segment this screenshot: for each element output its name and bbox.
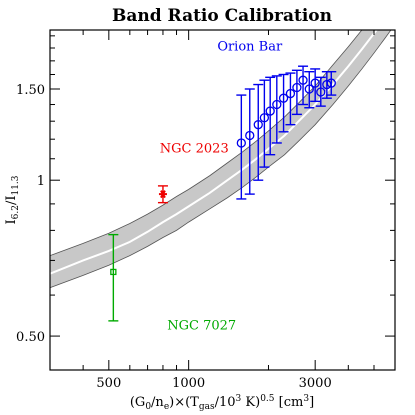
orion-bar-point [291,69,302,116]
x-tick-label: 3000 [299,376,332,391]
ngc-7027-point [108,233,119,322]
orion-bar-marker [316,87,326,97]
orion-bar-point [298,65,309,106]
orion-bar-marker [278,93,289,103]
ngc-7027-label: NGC 7027 [167,318,236,333]
orion-bar-marker [236,138,246,148]
x-tick-label: 1000 [172,376,205,391]
orion-bar-marker [304,84,314,94]
orion-bar-marker [310,78,320,88]
x-axis-label: (G0/ne)×(Tgas/103 K)0.5 [cm3] [130,394,314,412]
orion-bar-label: Orion Bar [217,40,283,55]
orion-bar-point [326,70,337,96]
ngc-2023-point [157,185,168,204]
chart-title: Band Ratio Calibration [112,6,332,26]
plot-frame [49,29,396,371]
orion-bar-marker [272,99,282,110]
ngc-2023-marker [160,190,166,199]
orion-bar-marker [285,88,296,99]
orion-bar-point [236,94,247,200]
orion-bar-point [278,73,289,133]
orion-bar-point [310,68,321,103]
orion-bar-marker [298,75,308,85]
orion-bar-marker [245,130,255,141]
orion-bar-point [315,76,326,107]
y-axis-label: I6.2/I11.3 [4,175,21,224]
orion-bar-point [259,79,270,168]
x-tick-label: 500 [96,376,121,391]
orion-bar-point [304,70,315,109]
calibration-band [50,30,392,289]
orion-bar-marker [292,82,302,93]
series-labels-layer: Orion Bar NGC 2023 NGC 7027 [160,40,283,334]
orion-bar-point [244,88,255,195]
y-tick-label: 1.50 [16,83,45,98]
orion-bar-marker [326,78,336,88]
orion-bar-point [253,83,264,181]
orion-bar-point [285,72,296,126]
axis-ticks-layer: 500 1000 3000 0.50 1 1.50 [16,30,395,391]
data-points-layer [108,65,337,322]
ngc-2023-label: NGC 2023 [160,142,229,157]
orion-bar-point [271,75,282,144]
orion-bar-marker [253,120,263,130]
ngc-7027-marker [110,268,117,276]
orion-bar-marker [259,113,270,123]
y-tick-label: 1 [37,174,45,189]
orion-bar-point [265,76,276,156]
y-tick-label: 0.50 [16,330,45,345]
orion-bar-marker [265,106,275,116]
